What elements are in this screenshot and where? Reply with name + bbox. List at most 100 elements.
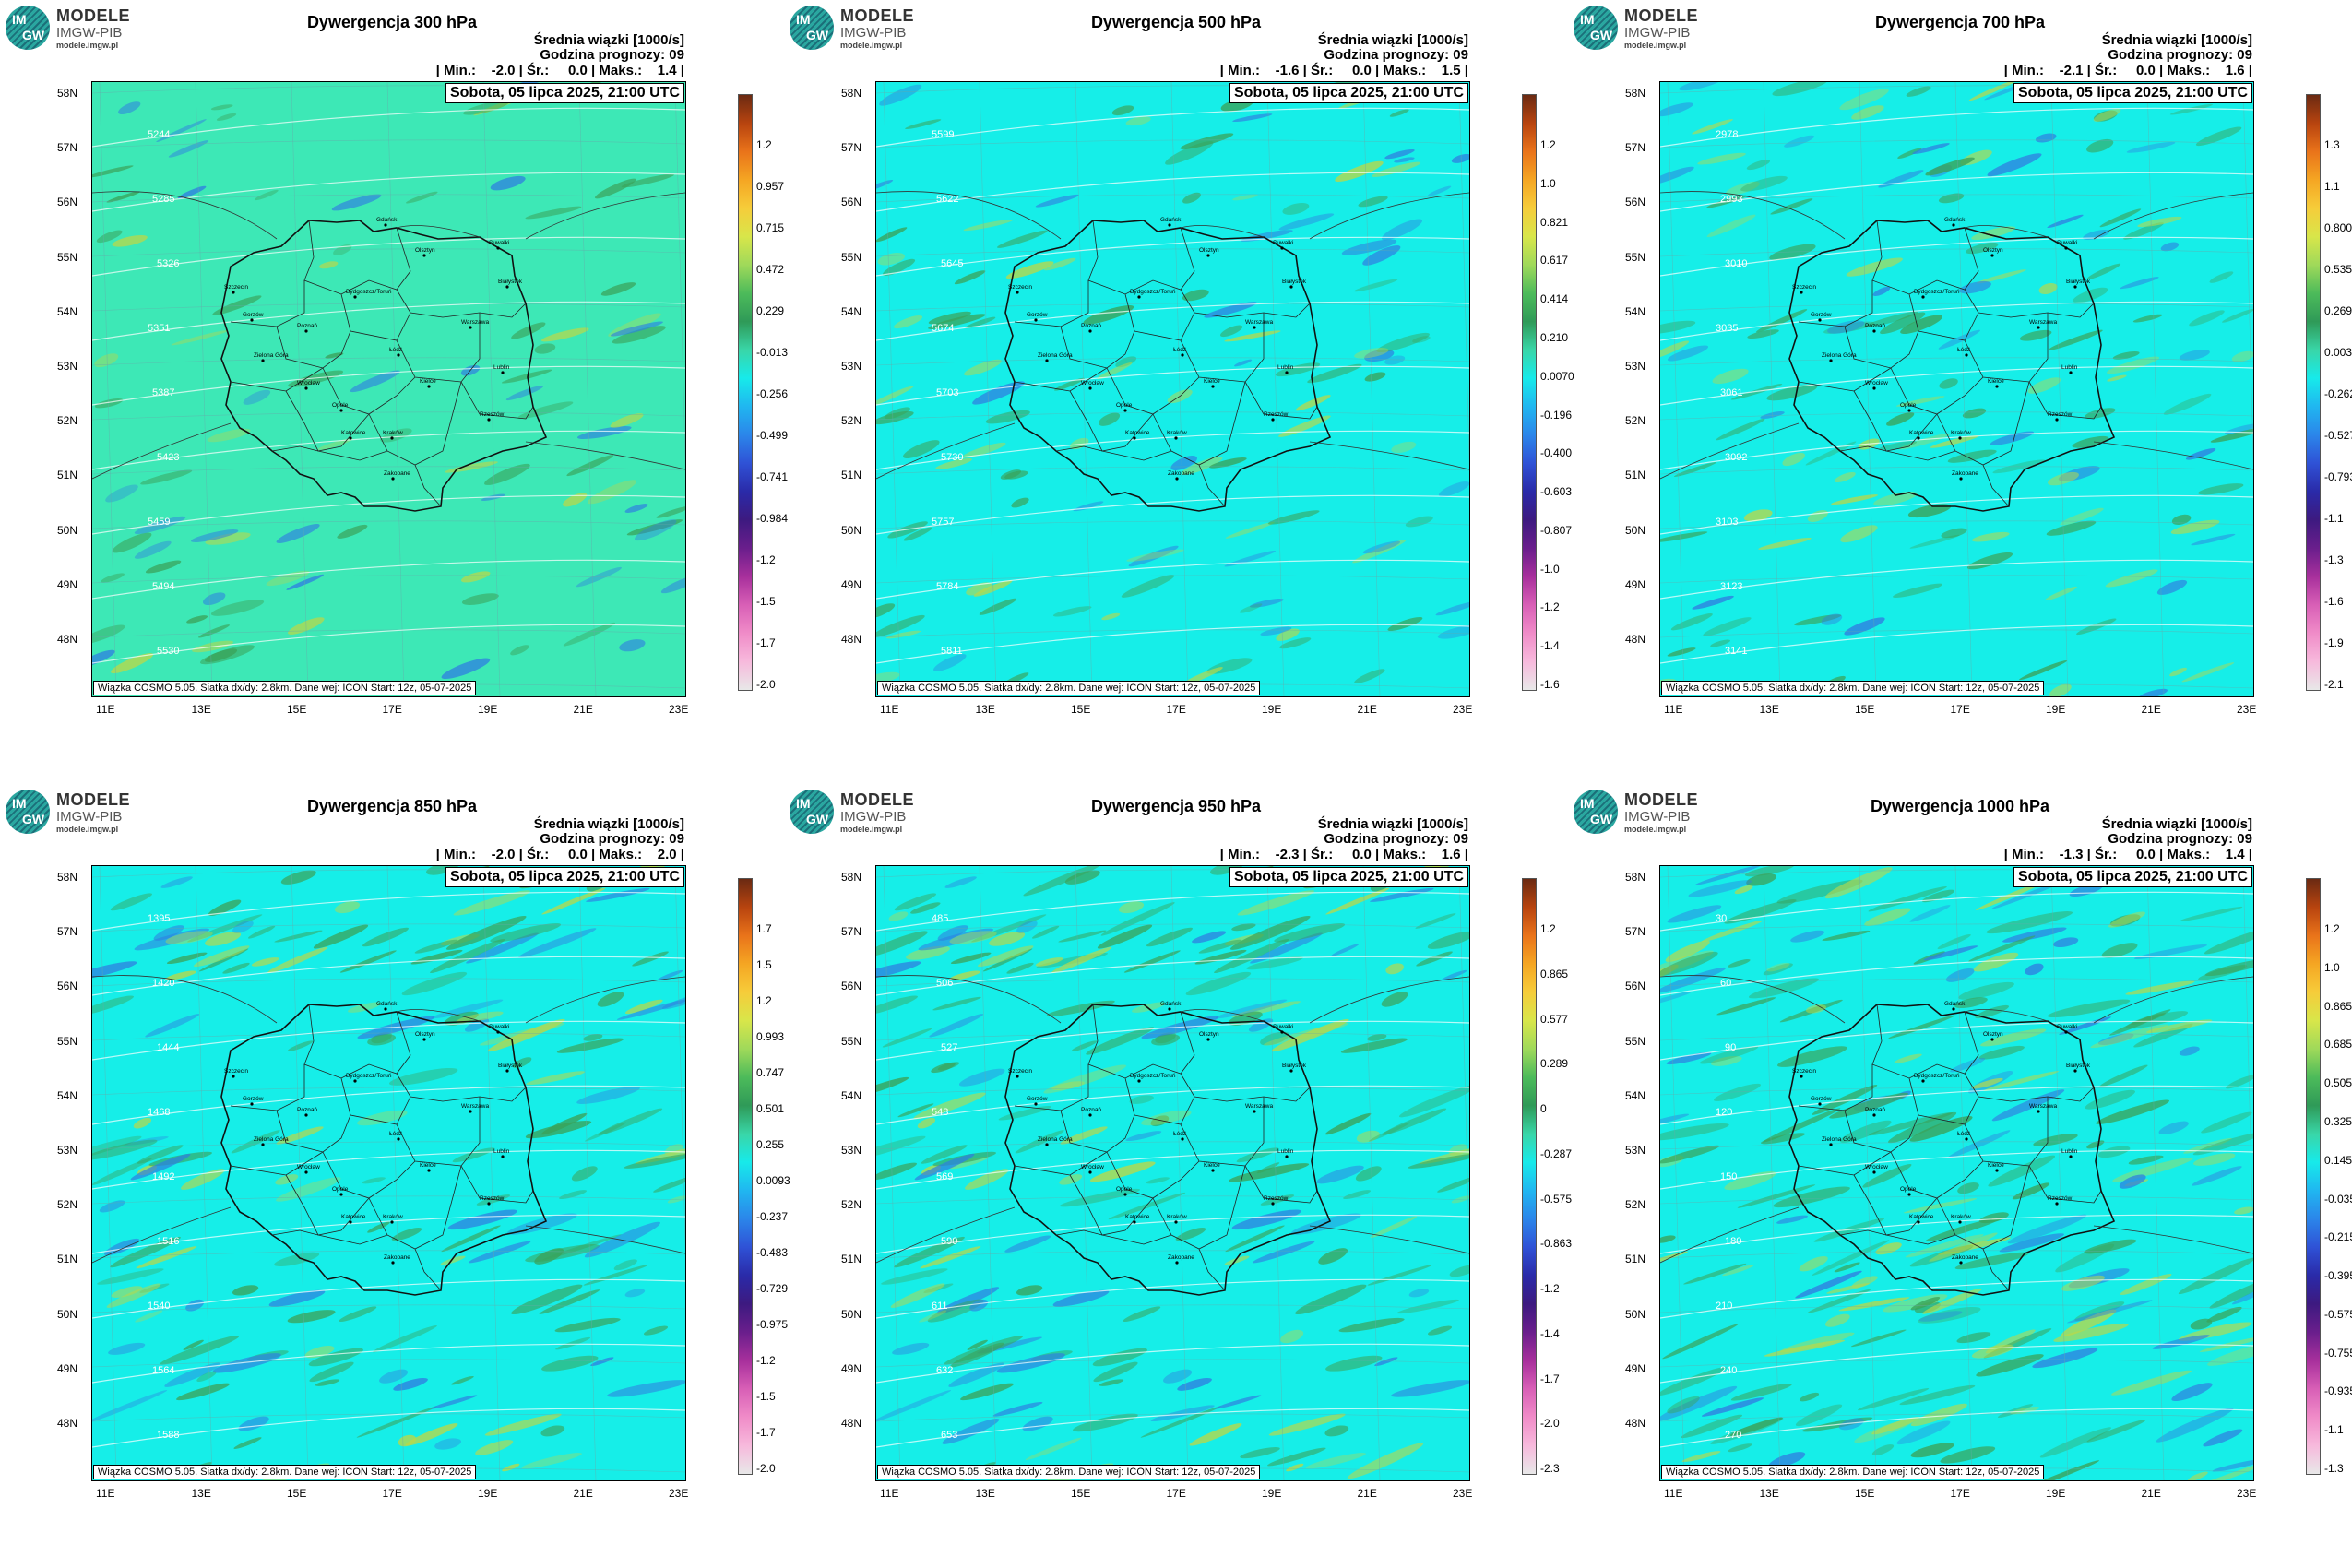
colorbar-tick-label: 0.821 (1540, 215, 1569, 229)
colorbar (738, 878, 753, 1475)
divergence-streak (1307, 363, 1362, 384)
divergence-streak (447, 1209, 517, 1230)
latitude-gridline (92, 1413, 685, 1422)
divergence-streak (92, 1135, 142, 1161)
divergence-map[interactable]: 5244 5285 5326 5351 5387 5423 5459 5494 5530 Gdań… (91, 81, 686, 697)
divergence-streak (463, 101, 509, 115)
divergence-streak (441, 1225, 501, 1253)
city-marker (1872, 329, 1876, 333)
divergence-streak (949, 931, 997, 944)
isoline-label: 3103 (1716, 517, 1738, 528)
logo-subtitle: IMGW-PIB (840, 25, 907, 41)
divergence-streak (2007, 1214, 2087, 1244)
divergence-streak (2199, 1336, 2253, 1352)
divergence-streak (1846, 257, 1903, 277)
city-label: Szczecin (1792, 284, 1816, 291)
divergence-streak (1004, 1235, 1051, 1253)
forecast-hour: Godzina prognozy: 09 (540, 47, 684, 63)
geopotential-isoline (92, 956, 685, 996)
divergence-map[interactable]: 2978 2993 3010 3035 3061 3092 3103 3123 3141 Gdań… (1659, 81, 2254, 697)
divergence-streak (1129, 1095, 1154, 1104)
divergence-streak (1051, 1081, 1085, 1090)
logo-emblem-icon: IM GW (790, 790, 834, 834)
divergence-streak (2019, 659, 2068, 681)
divergence-map[interactable]: 485 506 527 548 569 590 611 632 653 Gdańsk Olsztyn… (875, 865, 1470, 1481)
longitude-label: 23E (2237, 703, 2257, 716)
model-footer: Wiązka COSMO 5.05. Siatka dx/dy: 2.8km. … (1661, 681, 2045, 695)
logo-url: modele.imgw.pl (56, 41, 119, 50)
divergence-streak (1108, 1192, 1186, 1220)
divergence-map[interactable]: 1395 1420 1444 1468 1492 1516 1540 1564 1588 Gdań… (91, 865, 686, 1481)
divergence-streak (145, 1014, 200, 1038)
divergence-streak (134, 540, 172, 559)
divergence-streak (108, 1342, 146, 1355)
divergence-streak (1939, 378, 1958, 389)
voivodeship-border (276, 1077, 351, 1153)
divergence-streak (212, 295, 262, 315)
divergence-streak (1758, 538, 1812, 550)
divergence-streak (193, 945, 250, 968)
divergence-streak (2169, 103, 2213, 115)
city-label: Gdańsk (1944, 1001, 1966, 1007)
divergence-streak (357, 1110, 408, 1126)
city-label: Suwałki (2057, 1024, 2077, 1030)
divergence-streak (2047, 999, 2131, 1018)
divergence-streak (876, 227, 908, 243)
divergence-streak (490, 923, 562, 943)
city-marker (1958, 1220, 1962, 1224)
city-label: Gdańsk (1944, 217, 1966, 223)
isoline-label: 5244 (148, 129, 170, 140)
divergence-streak (1894, 1053, 1922, 1063)
divergence-streak (1006, 962, 1034, 974)
divergence-streak (153, 925, 184, 941)
latitude-gridline (92, 357, 685, 366)
divergence-streak (985, 410, 1030, 424)
divergence-streak (2171, 1383, 2213, 1402)
city-marker (2055, 1202, 2059, 1206)
divergence-streak (661, 992, 685, 1010)
geopotential-isoline (1660, 624, 2253, 664)
divergence-streak (304, 1346, 335, 1359)
divergence-map[interactable]: 5599 5622 5645 5674 5703 5730 5757 5784 5811 Gdań… (875, 81, 1470, 697)
colorbar-tick-label: -0.729 (756, 1282, 789, 1295)
latitude-gridline (92, 1359, 685, 1368)
longitude-gridline (386, 866, 405, 1480)
divergence-streak (1101, 612, 1121, 621)
divergence-streak (635, 519, 677, 541)
geopotential-isoline (876, 301, 1469, 341)
divergence-streak (2209, 271, 2234, 283)
divergence-streak (1141, 1110, 1192, 1126)
geopotential-isoline (1660, 1149, 2253, 1190)
logo-url: modele.imgw.pl (1624, 825, 1687, 834)
city-label: Poznań (1865, 323, 1885, 329)
divergence-streak (134, 928, 210, 951)
divergence-streak (1760, 1133, 1806, 1145)
divergence-streak (1947, 1130, 2011, 1158)
longitude-label: 21E (1357, 703, 1377, 716)
divergence-streak (1991, 1089, 2065, 1122)
city-label: Katowice (1909, 1214, 1934, 1220)
longitude-label: 21E (573, 703, 593, 716)
longitude-label: 19E (478, 1487, 498, 1500)
divergence-streak (1089, 1161, 1156, 1182)
city-label: Gorzów (1027, 312, 1048, 318)
divergence-streak (1959, 280, 1991, 294)
divergence-streak (1824, 1313, 1850, 1327)
divergence-streak (2120, 1274, 2172, 1295)
longitude-label: 17E (382, 703, 402, 716)
divergence-streak (160, 1336, 240, 1365)
stats-line: | Min.: -1.6 | Śr.: 0.0 | Maks.: 1.5 | (1219, 63, 1468, 78)
divergence-streak (1343, 1190, 1372, 1200)
divergence-streak (1355, 1166, 1382, 1182)
divergence-streak (1971, 531, 2010, 542)
forecast-hour: Godzina prognozy: 09 (2108, 831, 2252, 847)
divergence-streak (1356, 1130, 1381, 1143)
divergence-streak (944, 1336, 1024, 1365)
divergence-streak (2209, 1278, 2253, 1309)
divergence-streak (2072, 435, 2109, 448)
colorbar-tick-label: -0.863 (1540, 1237, 1573, 1251)
divergence-map[interactable]: 30 60 90 120 150 180 210 240 270 Gdańsk Olsztyn Suw… (1659, 865, 2254, 1481)
voivodeship-border (1839, 445, 1887, 452)
divergence-streak (166, 952, 208, 965)
divergence-streak (133, 1117, 152, 1129)
